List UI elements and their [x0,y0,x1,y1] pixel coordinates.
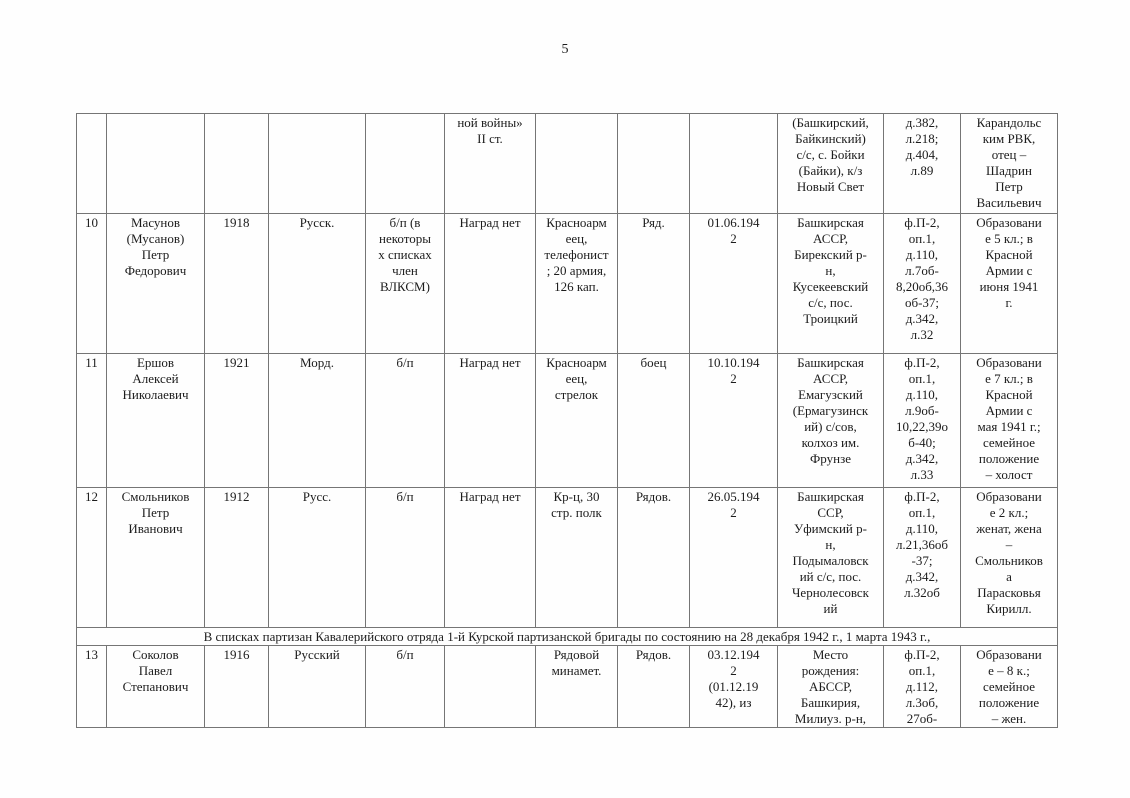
table-cell: 13 [76,645,107,728]
table-cell [76,113,107,214]
table-cell: 26.05.194 2 [689,487,778,628]
table-cell: 1912 [204,487,269,628]
table-row-11: 11 Ершов Алексей Николаевич 1921 Морд. б… [76,353,1058,488]
section-note-row: В списках партизан Кавалерийского отряда… [76,627,1058,646]
table-cell: Рядов. [617,645,690,728]
table-cell: Образовани е 2 кл.; женат, жена – Смольн… [960,487,1058,628]
table-row-continuation: ной войны» II ст. (Башкирский, Байкински… [76,113,1058,214]
table-cell: ной войны» II ст. [444,113,536,214]
table-cell: Красноарм еец, телефонист ; 20 армия, 12… [535,213,618,354]
table-cell: (Башкирский, Байкинский) с/с, с. Бойки (… [777,113,884,214]
table-cell [444,645,536,728]
table-cell [204,113,269,214]
table-cell: 10 [76,213,107,354]
table-cell: Место рождения: АБССР, Башкирия, Милиуз.… [777,645,884,728]
table-cell: Смольников Петр Иванович [106,487,205,628]
table-cell: 03.12.194 2 (01.12.19 42), из [689,645,778,728]
table-cell: Русс. [268,487,366,628]
table-cell: Масунов (Мусанов) Петр Федорович [106,213,205,354]
table-cell: 12 [76,487,107,628]
table-cell [617,113,690,214]
table-cell: б/п [365,353,445,488]
table-cell [535,113,618,214]
table-cell: Ряд. [617,213,690,354]
table-cell: Наград нет [444,353,536,488]
personnel-table: ной войны» II ст. (Башкирский, Байкински… [76,113,1058,728]
table-cell: 11 [76,353,107,488]
table-cell: Ершов Алексей Николаевич [106,353,205,488]
table-cell: 1916 [204,645,269,728]
table-cell: ф.П-2, оп.1, д.112, л.3об, 27об- [883,645,961,728]
table-cell: Наград нет [444,213,536,354]
table-cell: б/п [365,645,445,728]
table-cell [268,113,366,214]
table-cell: Кр-ц, 30 стр. полк [535,487,618,628]
table-row-13: 13 Соколов Павел Степанович 1916 Русский… [76,645,1058,728]
table-cell: Башкирская ССР, Уфимский р- н, Подымалов… [777,487,884,628]
table-cell: Морд. [268,353,366,488]
table-cell: Русск. [268,213,366,354]
table-cell: 10.10.194 2 [689,353,778,488]
table-cell: Соколов Павел Степанович [106,645,205,728]
table-cell: Образовани е 5 кл.; в Красной Армии с ию… [960,213,1058,354]
table-cell: ф.П-2, оп.1, д.110, л.21,36об -37; д.342… [883,487,961,628]
table-cell: боец [617,353,690,488]
table-cell: д.382, л.218; д.404, л.89 [883,113,961,214]
table-cell: б/п [365,487,445,628]
table-cell: ф.П-2, оп.1, д.110, л.7об- 8,20об,36 об-… [883,213,961,354]
table-cell: 1918 [204,213,269,354]
table-cell: Рядовой минамет. [535,645,618,728]
section-note: В списках партизан Кавалерийского отряда… [76,627,1058,646]
table-cell: 1921 [204,353,269,488]
table-cell: Башкирская АССР, Бирекский р- н, Кусекее… [777,213,884,354]
table-cell: Наград нет [444,487,536,628]
table-cell: 01.06.194 2 [689,213,778,354]
page-number: 5 [561,42,569,57]
table-cell: Башкирская АССР, Емагузский (Ермагузинск… [777,353,884,488]
table-cell [689,113,778,214]
table-cell [365,113,445,214]
table-cell: Образовани е – 8 к.; семейное положение … [960,645,1058,728]
table-row-10: 10 Масунов (Мусанов) Петр Федорович 1918… [76,213,1058,354]
table-cell: ф.П-2, оп.1, д.110, л.9об- 10,22,39о б-4… [883,353,961,488]
table-cell: Карандольс ким РВК, отец – Шадрин Петр В… [960,113,1058,214]
table-row-12: 12 Смольников Петр Иванович 1912 Русс. б… [76,487,1058,628]
table-cell: Рядов. [617,487,690,628]
table-cell: Образовани е 7 кл.; в Красной Армии с ма… [960,353,1058,488]
table-cell [106,113,205,214]
table-cell: б/п (в некоторы х списках член ВЛКСМ) [365,213,445,354]
table-cell: Красноарм еец, стрелок [535,353,618,488]
table-cell: Русский [268,645,366,728]
